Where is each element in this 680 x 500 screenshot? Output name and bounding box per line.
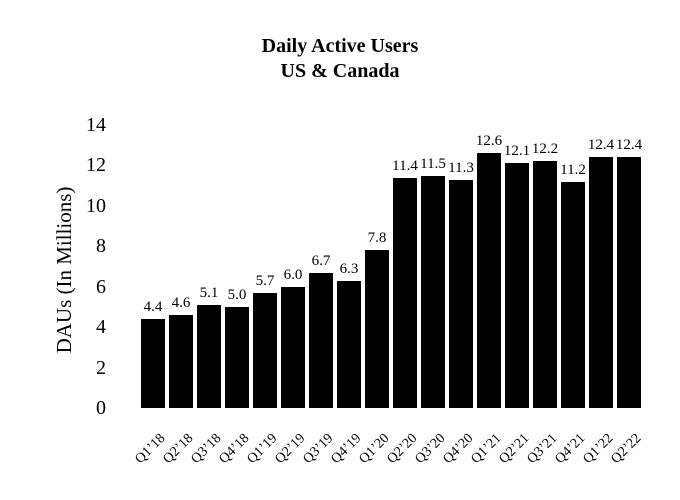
- x-tick-label: Q3’19: [300, 431, 337, 467]
- bar-value-label: 5.0: [227, 286, 247, 303]
- bar-value-label: 12.2: [531, 141, 559, 158]
- bar: [589, 157, 613, 408]
- plot-area: 4.4 4.6 5.1 5.0 5.7 6.0 6.7 6.3 7.8 11.4 11.5 11.3 1…: [141, 125, 642, 408]
- x-tick-label: Q3’20: [412, 431, 449, 467]
- bar-value-label: 6.7: [311, 252, 331, 269]
- bar: [225, 306, 249, 408]
- bar: [449, 179, 473, 408]
- bar-value-label: 11.3: [448, 159, 474, 176]
- x-tick-label: Q2’20: [384, 431, 421, 467]
- x-tick-label: Q4’21: [552, 431, 589, 467]
- bar: [281, 286, 305, 408]
- x-tick-label: Q3’21: [524, 431, 561, 467]
- y-tick-label: 4: [96, 316, 106, 339]
- bar: [533, 161, 557, 408]
- x-tick-label: Q2’19: [272, 431, 309, 467]
- bar-value-label: 11.2: [560, 161, 586, 178]
- bar: [617, 157, 641, 408]
- x-tick-label: Q4’19: [328, 431, 365, 467]
- chart-title-block: Daily Active Users US & Canada: [0, 34, 680, 84]
- bar-value-label: 12.4: [615, 137, 643, 154]
- x-tick-label: Q1’20: [356, 431, 393, 467]
- chart-subtitle: US & Canada: [280, 60, 400, 82]
- bar: [477, 153, 501, 408]
- bar-value-label: 5.1: [199, 284, 219, 301]
- bar: [337, 280, 361, 408]
- bar-value-label: 6.0: [283, 266, 303, 283]
- x-tick-label: Q1’21: [468, 431, 505, 467]
- bar: [505, 163, 529, 408]
- x-tick-label: Q1’18: [132, 431, 169, 467]
- bar: [421, 175, 445, 408]
- x-tick-label: Q4’20: [440, 431, 477, 467]
- y-tick-label: 14: [86, 114, 106, 136]
- bar: [141, 319, 165, 408]
- bar-value-label: 5.7: [255, 272, 275, 289]
- bar: [253, 292, 277, 408]
- x-tick-label: Q2’22: [608, 431, 645, 467]
- bar: [309, 272, 333, 408]
- bar: [393, 177, 417, 408]
- y-tick-label: 0: [96, 397, 106, 419]
- bar-value-label: 6.3: [339, 260, 359, 277]
- y-tick-label: 8: [96, 235, 106, 258]
- bar-value-label: 12.4: [587, 137, 615, 154]
- x-tick-label: Q4’18: [216, 431, 253, 467]
- bar: [561, 181, 585, 408]
- x-tick-label: Q2’18: [160, 431, 197, 467]
- bar: [365, 250, 389, 408]
- bar-value-label: 7.8: [367, 230, 387, 247]
- bar-value-label: 11.4: [392, 157, 418, 174]
- bar-value-label: 4.4: [143, 299, 163, 316]
- bar-value-label: 11.5: [420, 155, 446, 172]
- x-tick-label: Q2’21: [496, 431, 533, 467]
- x-tick-label: Q3’18: [188, 431, 225, 467]
- bar-value-label: 12.6: [475, 133, 503, 150]
- bar: [197, 304, 221, 408]
- y-tick-label: 12: [86, 154, 106, 177]
- bar-value-label: 12.1: [503, 143, 531, 160]
- y-tick-label: 10: [86, 194, 106, 217]
- chart-title: Daily Active Users: [261, 35, 419, 57]
- y-tick-label: 6: [96, 275, 106, 298]
- bar: [169, 315, 193, 408]
- y-tick-label: 2: [96, 356, 106, 379]
- bar-value-label: 4.6: [171, 295, 191, 311]
- x-tick-label: Q1’19: [244, 431, 281, 467]
- x-tick-label: Q1’22: [580, 431, 617, 467]
